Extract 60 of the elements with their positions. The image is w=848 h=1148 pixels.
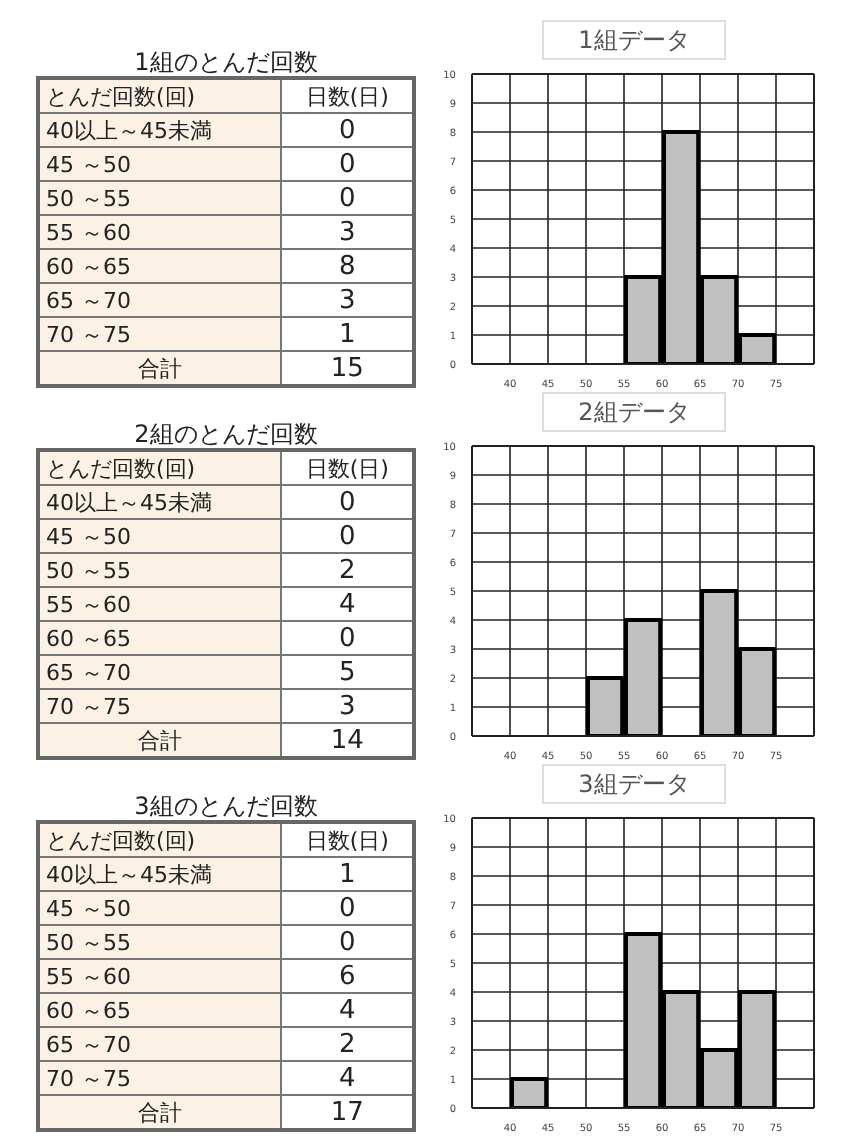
text: 3組のとんだ回数 <box>132 790 320 820</box>
data-label: 5 <box>281 655 414 689</box>
data-label: 0 <box>281 891 414 925</box>
text: 日数(日) <box>281 450 414 485</box>
data-label: 0 <box>281 485 414 519</box>
category-label: 55 ～60 <box>38 215 282 249</box>
data-label: 3 <box>281 689 414 723</box>
data-label: 1 <box>281 857 414 891</box>
text: 日数(日) <box>281 78 414 113</box>
data-label: 3 <box>281 283 414 317</box>
text: とんだ回数(回) <box>38 450 282 485</box>
category-label: 60 ～65 <box>38 621 282 655</box>
category-label: 55 ～60 <box>38 587 282 621</box>
category-label: 合計 <box>38 1095 282 1130</box>
category-label: 50 ～55 <box>38 925 282 959</box>
chart-title: 2組データ <box>542 392 726 432</box>
text: 2組のとんだ回数 <box>132 418 320 448</box>
chart-title: 3組データ <box>542 764 726 804</box>
category-label: 60 ～65 <box>38 249 282 283</box>
text: 1組のとんだ回数 <box>132 46 320 76</box>
category-label: 65 ～70 <box>38 283 282 317</box>
data-label: 17 <box>281 1095 414 1130</box>
data-label: 0 <box>281 519 414 553</box>
data-label: 4 <box>281 993 414 1027</box>
category-label: 50 ～55 <box>38 181 282 215</box>
data-label: 15 <box>281 351 414 386</box>
category-label: 合計 <box>38 351 282 386</box>
data-label: 0 <box>281 925 414 959</box>
category-label: 40以上～45未満 <box>38 485 282 519</box>
data-label: 2 <box>281 1027 414 1061</box>
category-label: 45 ～50 <box>38 519 282 553</box>
text: 日数(日) <box>281 822 414 857</box>
category-label: 70 ～75 <box>38 1061 282 1095</box>
data-label: 4 <box>281 1061 414 1095</box>
data-label: 0 <box>281 621 414 655</box>
category-label: 65 ～70 <box>38 655 282 689</box>
data-label: 3 <box>281 215 414 249</box>
chart-title: 1組データ <box>542 20 726 60</box>
data-label: 0 <box>281 113 414 147</box>
data-label: 6 <box>281 959 414 993</box>
category-label: 合計 <box>38 723 282 758</box>
data-label: 2 <box>281 553 414 587</box>
category-label: 45 ～50 <box>38 891 282 925</box>
category-label: 60 ～65 <box>38 993 282 1027</box>
text: とんだ回数(回) <box>38 78 282 113</box>
category-label: 40以上～45未満 <box>38 857 282 891</box>
category-label: 65 ～70 <box>38 1027 282 1061</box>
category-label: 45 ～50 <box>38 147 282 181</box>
category-label: 40以上～45未満 <box>38 113 282 147</box>
category-label: 70 ～75 <box>38 317 282 351</box>
data-label: 4 <box>281 587 414 621</box>
data-label: 8 <box>281 249 414 283</box>
category-label: 55 ～60 <box>38 959 282 993</box>
data-label: 0 <box>281 147 414 181</box>
category-label: 50 ～55 <box>38 553 282 587</box>
category-label: 70 ～75 <box>38 689 282 723</box>
data-label: 14 <box>281 723 414 758</box>
text: とんだ回数(回) <box>38 822 282 857</box>
data-label: 1 <box>281 317 414 351</box>
data-label: 0 <box>281 181 414 215</box>
